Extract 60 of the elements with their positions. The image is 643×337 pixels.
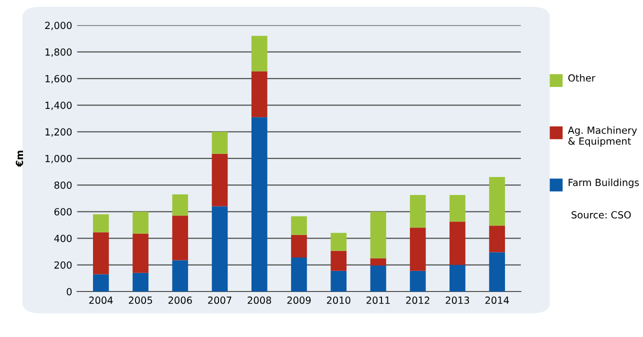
bar <box>251 117 268 292</box>
bar <box>489 177 505 226</box>
bar <box>450 194 466 222</box>
bar <box>330 232 347 251</box>
bar <box>93 214 109 232</box>
x-tick-label: 2014 <box>485 296 509 304</box>
legend-label: Ag. Machinery & Equipment <box>568 126 637 147</box>
x-tick-label: 2011 <box>366 296 390 304</box>
bar <box>370 266 386 292</box>
bar <box>370 212 386 258</box>
bar <box>132 272 148 292</box>
x-tick-label: 2004 <box>89 296 113 304</box>
bar <box>251 71 268 118</box>
bar <box>212 206 228 292</box>
bar <box>291 234 307 258</box>
bar <box>132 212 148 234</box>
bar <box>410 270 426 292</box>
bar <box>489 252 505 292</box>
bar <box>93 274 109 292</box>
y-axis-title: €m <box>16 150 24 168</box>
bar <box>291 216 307 235</box>
y-tick-label: 1,200 <box>46 128 72 137</box>
y-tick-label: 0 <box>66 288 72 296</box>
x-tick-label: 2010 <box>326 296 350 304</box>
bar <box>291 258 307 292</box>
x-tick-label: 2006 <box>168 296 192 304</box>
bar <box>410 194 426 228</box>
x-tick-label: 2005 <box>128 296 152 304</box>
bar <box>450 264 466 292</box>
bar <box>93 232 109 274</box>
y-tick-label: 600 <box>54 208 72 216</box>
x-tick-label: 2007 <box>208 296 232 304</box>
bar <box>251 36 268 72</box>
bar <box>212 154 228 206</box>
source-note: Source: CSO <box>572 211 631 218</box>
bar <box>410 228 426 271</box>
y-tick-label: 800 <box>54 181 72 189</box>
y-tick-label: 1,400 <box>46 102 72 110</box>
y-tick-label: 2,000 <box>45 22 72 30</box>
bar <box>330 250 347 271</box>
bar <box>172 260 188 292</box>
y-tick-label: 1,000 <box>46 154 72 164</box>
bar <box>370 258 386 266</box>
bar <box>450 222 466 265</box>
bar <box>489 226 505 252</box>
y-tick-label: 200 <box>54 261 72 269</box>
x-tick-label: 2012 <box>406 296 430 304</box>
bar <box>330 270 347 292</box>
y-tick-label: 400 <box>54 234 72 242</box>
bar <box>172 216 188 260</box>
bar <box>132 234 148 273</box>
bar <box>212 132 228 154</box>
x-tick-label: 2008 <box>248 296 272 304</box>
y-tick-label: 1,800 <box>46 48 72 57</box>
legend-label: Farm Buildings <box>568 178 639 188</box>
bar <box>172 194 188 216</box>
legend-label: Other <box>568 74 596 82</box>
x-tick-label: 2013 <box>446 296 470 304</box>
x-tick-label: 2009 <box>287 296 311 304</box>
y-tick-label: 1,600 <box>46 75 72 84</box>
